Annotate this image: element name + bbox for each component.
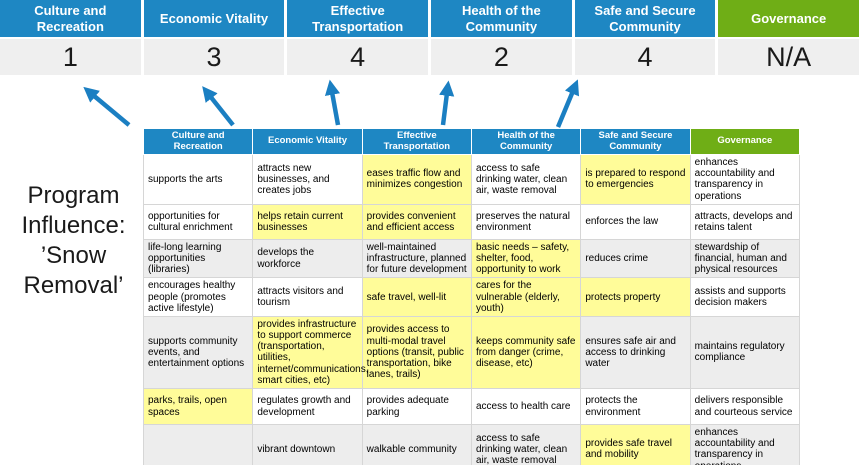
matrix-cell-7-health-of-the-community: access to safe drinking water, clean air… <box>470 424 582 465</box>
matrix-cell-4-governance: assists and supports decision makers <box>689 277 801 317</box>
matrix-cell-5-culture-and-recreation: supports community events, and entertain… <box>142 315 254 390</box>
matrix-cell-5-health-of-the-community: keeps community safe from danger (crime,… <box>470 315 582 390</box>
matrix-row-1: supports the arts attracts new businesses… <box>142 154 801 205</box>
matrix-cell-4-culture-and-recreation: encourages healthy people (promotes acti… <box>142 277 254 317</box>
priority-header: Governance <box>718 0 859 37</box>
matrix-cell-2-governance: attracts, develops and retains talent <box>689 203 801 240</box>
priority-score: 4 <box>574 39 716 75</box>
matrix-cell-5-safe-and-secure-community: ensures safe air and access to drinking … <box>580 315 691 390</box>
up-arrow-icon-2 <box>202 86 235 127</box>
matrix-header-health-of-the-community: Health of the Community <box>470 128 582 155</box>
matrix-row-3: life-long learning opportunities (librar… <box>142 238 801 279</box>
matrix-cell-3-economic-vitality: develops the workforce <box>252 238 363 279</box>
matrix-cell-6-governance: delivers responsible and courteous servi… <box>689 388 801 425</box>
matrix-cell-2-health-of-the-community: preserves the natural environment <box>470 203 582 240</box>
matrix-cell-1-governance: enhances accountability and transparency… <box>689 154 801 205</box>
matrix-cell-1-culture-and-recreation: supports the arts <box>142 154 254 205</box>
matrix-cell-6-economic-vitality: regulates growth and development <box>252 388 363 425</box>
matrix-cell-7-effective-transportation: walkable community <box>361 424 472 465</box>
matrix-row-5: supports community events, and entertain… <box>142 315 801 390</box>
matrix-row-6: parks, trails, open spaces regulates grow… <box>142 388 801 425</box>
priority-header: Effective Transportation <box>287 0 428 37</box>
priority-score: 2 <box>431 39 572 75</box>
matrix-cell-2-economic-vitality: helps retain current businesses <box>252 203 363 240</box>
matrix-cell-3-health-of-the-community: basic needs – safety, shelter, food, opp… <box>470 238 582 279</box>
matrix-header-culture-and-recreation: Culture and Recreation <box>142 128 254 155</box>
matrix-cell-7-culture-and-recreation <box>142 424 254 465</box>
matrix-cell-3-governance: stewardship of financial, human and phys… <box>689 238 801 279</box>
matrix-cell-7-safe-and-secure-community: provides safe travel and mobility <box>580 424 691 465</box>
matrix-header-effective-transportation: Effective Transportation <box>361 128 472 155</box>
matrix-cell-6-safe-and-secure-community: protects the environment <box>580 388 691 425</box>
priority-header: Economic Vitality <box>143 0 285 37</box>
matrix-cell-3-culture-and-recreation: life-long learning opportunities (librar… <box>142 238 254 279</box>
matrix-cell-4-effective-transportation: safe travel, well-lit <box>361 277 472 317</box>
matrix-header-economic-vitality: Economic Vitality <box>252 128 363 155</box>
program-influence-label: Program Influence: ’Snow Removal’ <box>21 182 126 299</box>
matrix-cell-5-governance: maintains regulatory compliance <box>689 315 801 390</box>
matrix-cell-4-safe-and-secure-community: protects property <box>580 277 691 317</box>
matrix-cell-1-safe-and-secure-community: is prepared to respond to emergencies <box>580 154 691 205</box>
matrix-cell-5-economic-vitality: provides infrastructure to support comme… <box>252 315 369 390</box>
matrix-header-governance: Governance <box>689 128 801 155</box>
matrix-row-4: encourages healthy people (promotes acti… <box>142 277 801 317</box>
priority-economic-vitality: Economic Vitality 3 <box>143 0 285 75</box>
priority-safe-and-secure-community: Safe and Secure Community 4 <box>574 0 716 75</box>
matrix-cell-6-culture-and-recreation: parks, trails, open spaces <box>142 388 254 425</box>
matrix-cell-7-governance: enhances accountability and transparency… <box>689 424 801 465</box>
priority-culture-and-recreation: Culture and Recreation 1 <box>0 0 141 75</box>
matrix-cell-1-effective-transportation: eases traffic flow and minimizes congest… <box>361 154 472 205</box>
matrix-cell-1-economic-vitality: attracts new businesses, and creates job… <box>252 154 363 205</box>
up-arrow-icon-4 <box>439 80 455 126</box>
priority-score: 1 <box>0 39 141 75</box>
matrix-cell-1-health-of-the-community: access to safe drinking water, clean air… <box>470 154 582 205</box>
priority-header: Health of the Community <box>431 0 572 37</box>
matrix-cell-3-effective-transportation: well-maintained infrastructure, planned … <box>361 238 472 279</box>
matrix-cell-3-safe-and-secure-community: reduces crime <box>580 238 691 279</box>
up-arrow-icon-3 <box>324 79 341 126</box>
priority-health-of-the-community: Health of the Community 2 <box>431 0 572 75</box>
matrix-cell-2-effective-transportation: provides convenient and efficient access <box>361 203 472 240</box>
matrix-cell-6-effective-transportation: provides adequate parking <box>361 388 472 425</box>
matrix-row-2: opportunities for cultural enrichment hel… <box>142 203 801 240</box>
matrix-cell-4-economic-vitality: attracts visitors and tourism <box>252 277 363 317</box>
priority-effective-transportation: Effective Transportation 4 <box>287 0 428 75</box>
matrix-header-row: Culture and Recreation Economic Vitality E… <box>142 128 801 155</box>
matrix-cell-6-health-of-the-community: access to health care <box>470 388 582 425</box>
priority-score: 3 <box>143 39 285 75</box>
influence-matrix: Culture and Recreation Economic Vitality E… <box>142 128 801 465</box>
matrix-cell-2-culture-and-recreation: opportunities for cultural enrichment <box>142 203 254 240</box>
matrix-cell-7-economic-vitality: vibrant downtown <box>252 424 363 465</box>
priority-score: 4 <box>287 39 428 75</box>
priority-score: N/A <box>718 39 859 75</box>
priority-governance: Governance N/A <box>718 0 859 75</box>
up-arrow-icon-5 <box>555 79 580 128</box>
scoreboard: Culture and Recreation 1 Economic Vitality… <box>0 0 859 75</box>
matrix-cell-4-health-of-the-community: cares for the vulnerable (elderly, youth… <box>470 277 582 317</box>
priority-header: Culture and Recreation <box>0 0 141 37</box>
priority-header: Safe and Secure Community <box>574 0 716 37</box>
up-arrow-icon-1 <box>83 86 131 127</box>
matrix-cell-2-safe-and-secure-community: enforces the law <box>580 203 691 240</box>
matrix-cell-5-effective-transportation: provides access to multi-modal travel op… <box>361 315 472 390</box>
matrix-row-7: vibrant downtown walkable community access… <box>142 424 801 465</box>
matrix-header-safe-and-secure-community: Safe and Secure Community <box>580 128 691 155</box>
